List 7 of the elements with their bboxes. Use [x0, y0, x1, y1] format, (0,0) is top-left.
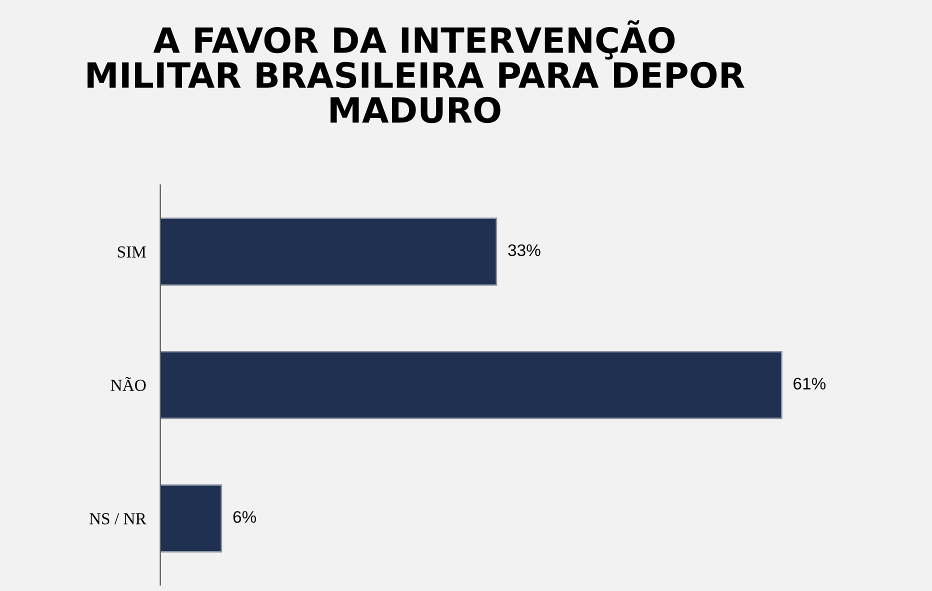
- y-tick-label: SIM: [118, 246, 146, 258]
- chart-title: A FAVOR DA INTERVENÇÃO MILITAR BRASILEIRA PARA DEPOR MADURO: [88, 20, 744, 124]
- data-label: 33%: [508, 244, 540, 256]
- data-label: 61%: [794, 378, 826, 390]
- y-tick-label: NS / NR: [89, 513, 146, 524]
- y-tick-label: NÃO: [110, 376, 146, 391]
- data-label: 6%: [233, 511, 256, 523]
